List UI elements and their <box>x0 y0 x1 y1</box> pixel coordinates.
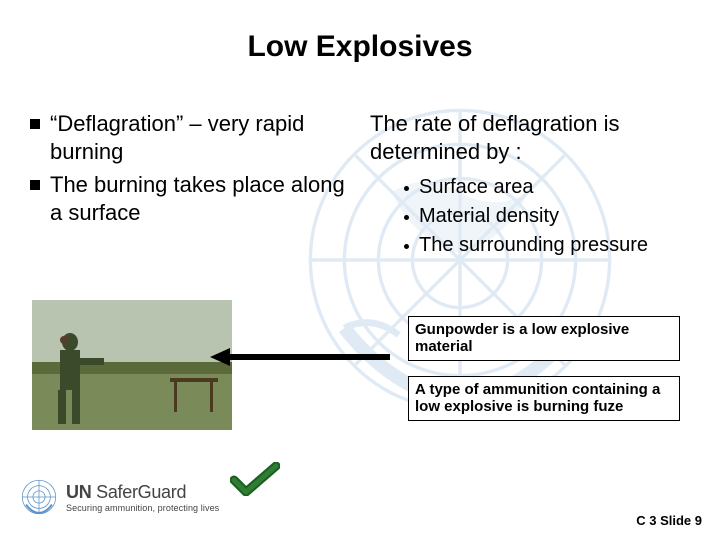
slide-footer: C 3 Slide 9 <box>636 513 702 528</box>
bullet-text: “Deflagration” – very rapid burning <box>50 110 350 165</box>
note-box-2: A type of ammunition containing a low ex… <box>408 376 680 421</box>
logo-prefix: UN <box>66 482 96 502</box>
sub-bullet-item: The surrounding pressure <box>404 233 680 258</box>
bullet-text: The burning takes place along a surface <box>50 171 350 226</box>
sub-bullet-list: Surface area Material density The surrou… <box>404 175 680 258</box>
checkmark-icon <box>230 462 280 496</box>
sub-bullet-item: Surface area <box>404 175 680 200</box>
dot-bullet-icon <box>404 215 409 220</box>
un-emblem-icon <box>20 478 58 516</box>
arrow-left-icon <box>210 348 390 366</box>
right-column: The rate of deflagration is determined b… <box>370 110 680 262</box>
logo-brand: SaferGuard <box>96 482 186 502</box>
right-intro-text: The rate of deflagration is determined b… <box>370 110 680 165</box>
logo-title: UN SaferGuard <box>66 482 219 503</box>
bullet-item: “Deflagration” – very rapid burning <box>30 110 350 165</box>
bullet-item: The burning takes place along a surface <box>30 171 350 226</box>
note-box-1: Gunpowder is a low explosive material <box>408 316 680 361</box>
slide-title: Low Explosives <box>0 30 720 64</box>
field-photo <box>32 300 232 430</box>
logo-text: UN SaferGuard Securing ammunition, prote… <box>66 482 219 513</box>
square-bullet-icon <box>30 180 40 190</box>
square-bullet-icon <box>30 119 40 129</box>
dot-bullet-icon <box>404 186 409 191</box>
sub-bullet-item: Material density <box>404 204 680 229</box>
sub-bullet-text: Material density <box>419 204 559 229</box>
slide: Low Explosives “Deflagration” – very rap… <box>0 0 720 540</box>
dot-bullet-icon <box>404 244 409 249</box>
un-saferguard-logo: UN SaferGuard Securing ammunition, prote… <box>20 478 219 516</box>
left-column: “Deflagration” – very rapid burning The … <box>30 110 350 232</box>
logo-tagline: Securing ammunition, protecting lives <box>66 503 219 513</box>
sub-bullet-text: The surrounding pressure <box>419 233 648 258</box>
sub-bullet-text: Surface area <box>419 175 534 200</box>
